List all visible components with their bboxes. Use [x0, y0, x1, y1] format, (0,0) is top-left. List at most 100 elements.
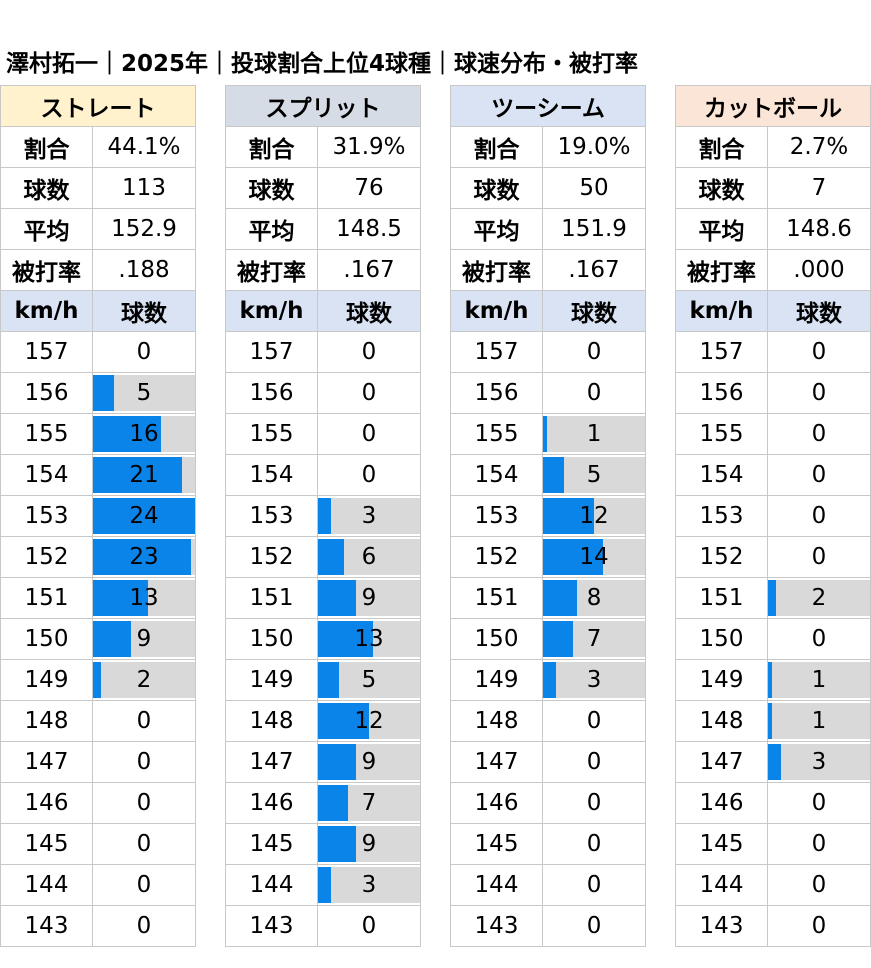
count-value: 0 — [136, 708, 152, 734]
count-value: 21 — [129, 462, 159, 488]
column-header-row: km/h 球数 — [675, 290, 871, 332]
stat-label: 平均 — [450, 208, 543, 250]
pitch-table-grid: カットボール 割合 2.7% 球数 7 平均 148.6 被打率 .000 km/h 球数 157 0 1… — [675, 85, 871, 947]
speed-label: 149 — [450, 659, 543, 701]
speed-row: 151 13 — [0, 577, 196, 619]
stat-value: 7 — [767, 167, 871, 209]
speed-label: 146 — [0, 782, 93, 824]
count-value: 24 — [129, 503, 159, 529]
count-value: 13 — [354, 626, 384, 652]
stat-value: 31.9% — [317, 126, 421, 168]
speed-label: 153 — [675, 495, 768, 537]
speed-row: 146 0 — [0, 782, 196, 824]
stat-label: 被打率 — [450, 249, 543, 291]
count-cell: 0 — [92, 331, 196, 373]
speed-row: 148 0 — [0, 700, 196, 742]
count-value: 0 — [586, 913, 602, 939]
speed-label: 148 — [0, 700, 93, 742]
count-cell: 9 — [317, 577, 421, 619]
speed-row: 146 7 — [225, 782, 421, 824]
bar-background — [318, 498, 420, 534]
count-value: 0 — [136, 831, 152, 857]
count-value: 8 — [586, 585, 602, 611]
count-value: 1 — [811, 708, 827, 734]
count-cell: 2 — [92, 659, 196, 701]
count-value: 0 — [811, 380, 827, 406]
count-value: 0 — [361, 421, 377, 447]
count-cell: 0 — [92, 700, 196, 742]
count-cell: 0 — [767, 331, 871, 373]
count-cell: 0 — [541, 864, 647, 906]
speed-label: 144 — [225, 864, 318, 906]
count-value: 0 — [136, 913, 152, 939]
pitch-name: ストレート — [0, 85, 196, 127]
column-header-speed: km/h — [675, 290, 768, 332]
count-cell: 0 — [317, 372, 421, 414]
speed-label: 150 — [225, 618, 318, 660]
speed-label: 155 — [450, 413, 543, 455]
speed-label: 153 — [0, 495, 93, 537]
speed-row: 157 0 — [0, 331, 196, 373]
count-cell: 0 — [767, 782, 871, 824]
column-header-row: km/h 球数 — [450, 290, 647, 332]
speed-label: 148 — [675, 700, 768, 742]
count-cell: 13 — [92, 577, 196, 619]
count-bar — [543, 498, 594, 534]
speed-label: 156 — [0, 372, 93, 414]
count-value: 0 — [586, 790, 602, 816]
pitch-table-grid: ストレート 割合 44.1% 球数 113 平均 152.9 被打率 .188 km/h 球数 157… — [0, 85, 196, 947]
count-cell: 2 — [767, 577, 871, 619]
speed-label: 152 — [450, 536, 543, 578]
speed-row: 144 0 — [0, 864, 196, 906]
count-bar — [93, 662, 102, 698]
speed-row: 150 0 — [675, 618, 871, 660]
count-value: 5 — [361, 667, 377, 693]
bar-background — [768, 662, 870, 698]
count-cell: 0 — [767, 454, 871, 496]
pitch-table-3: カットボール 割合 2.7% 球数 7 平均 148.6 被打率 .000 km/h 球数 157 0 1… — [675, 85, 871, 947]
speed-row: 153 12 — [450, 495, 647, 537]
pitch-name: カットボール — [675, 85, 871, 127]
speed-row: 153 3 — [225, 495, 421, 537]
speed-label: 145 — [225, 823, 318, 865]
speed-row: 149 3 — [450, 659, 647, 701]
count-value: 3 — [586, 667, 602, 693]
pitch-name: ツーシーム — [449, 85, 647, 127]
count-value: 0 — [811, 544, 827, 570]
count-value: 0 — [586, 339, 602, 365]
stat-row-count: 球数 50 — [450, 167, 647, 209]
count-cell: 8 — [541, 577, 647, 619]
pitch-table-grid: ツーシーム 割合 19.0% 球数 50 平均 151.9 被打率 .167 km/h 球数 157 0… — [449, 85, 647, 947]
count-cell: 0 — [541, 331, 647, 373]
speed-label: 154 — [675, 454, 768, 496]
count-value: 0 — [586, 831, 602, 857]
speed-row: 146 0 — [675, 782, 871, 824]
count-bar — [543, 539, 603, 575]
count-bar — [318, 621, 374, 657]
speed-row: 144 0 — [675, 864, 871, 906]
column-header-count: 球数 — [92, 290, 196, 332]
count-value: 1 — [586, 421, 602, 447]
count-cell: 3 — [767, 741, 871, 783]
speed-label: 156 — [225, 372, 318, 414]
count-cell: 0 — [767, 495, 871, 537]
speed-row: 152 23 — [0, 536, 196, 578]
count-cell: 1 — [541, 413, 647, 455]
stat-row-ratio: 割合 2.7% — [675, 126, 871, 168]
count-value: 3 — [811, 749, 827, 775]
stat-value: 19.0% — [541, 126, 647, 168]
count-cell: 5 — [541, 454, 647, 496]
speed-label: 157 — [0, 331, 93, 373]
speed-row: 152 14 — [450, 536, 647, 578]
count-cell: 3 — [541, 659, 647, 701]
stat-value: .167 — [317, 249, 421, 291]
column-header-speed: km/h — [0, 290, 93, 332]
count-value: 9 — [361, 585, 377, 611]
column-header-speed: km/h — [225, 290, 318, 332]
count-cell: 1 — [767, 659, 871, 701]
stat-value: 151.9 — [541, 208, 647, 250]
count-bar — [93, 621, 132, 657]
speed-row: 155 1 — [450, 413, 647, 455]
count-value: 0 — [361, 339, 377, 365]
stat-row-baa: 被打率 .167 — [450, 249, 647, 291]
